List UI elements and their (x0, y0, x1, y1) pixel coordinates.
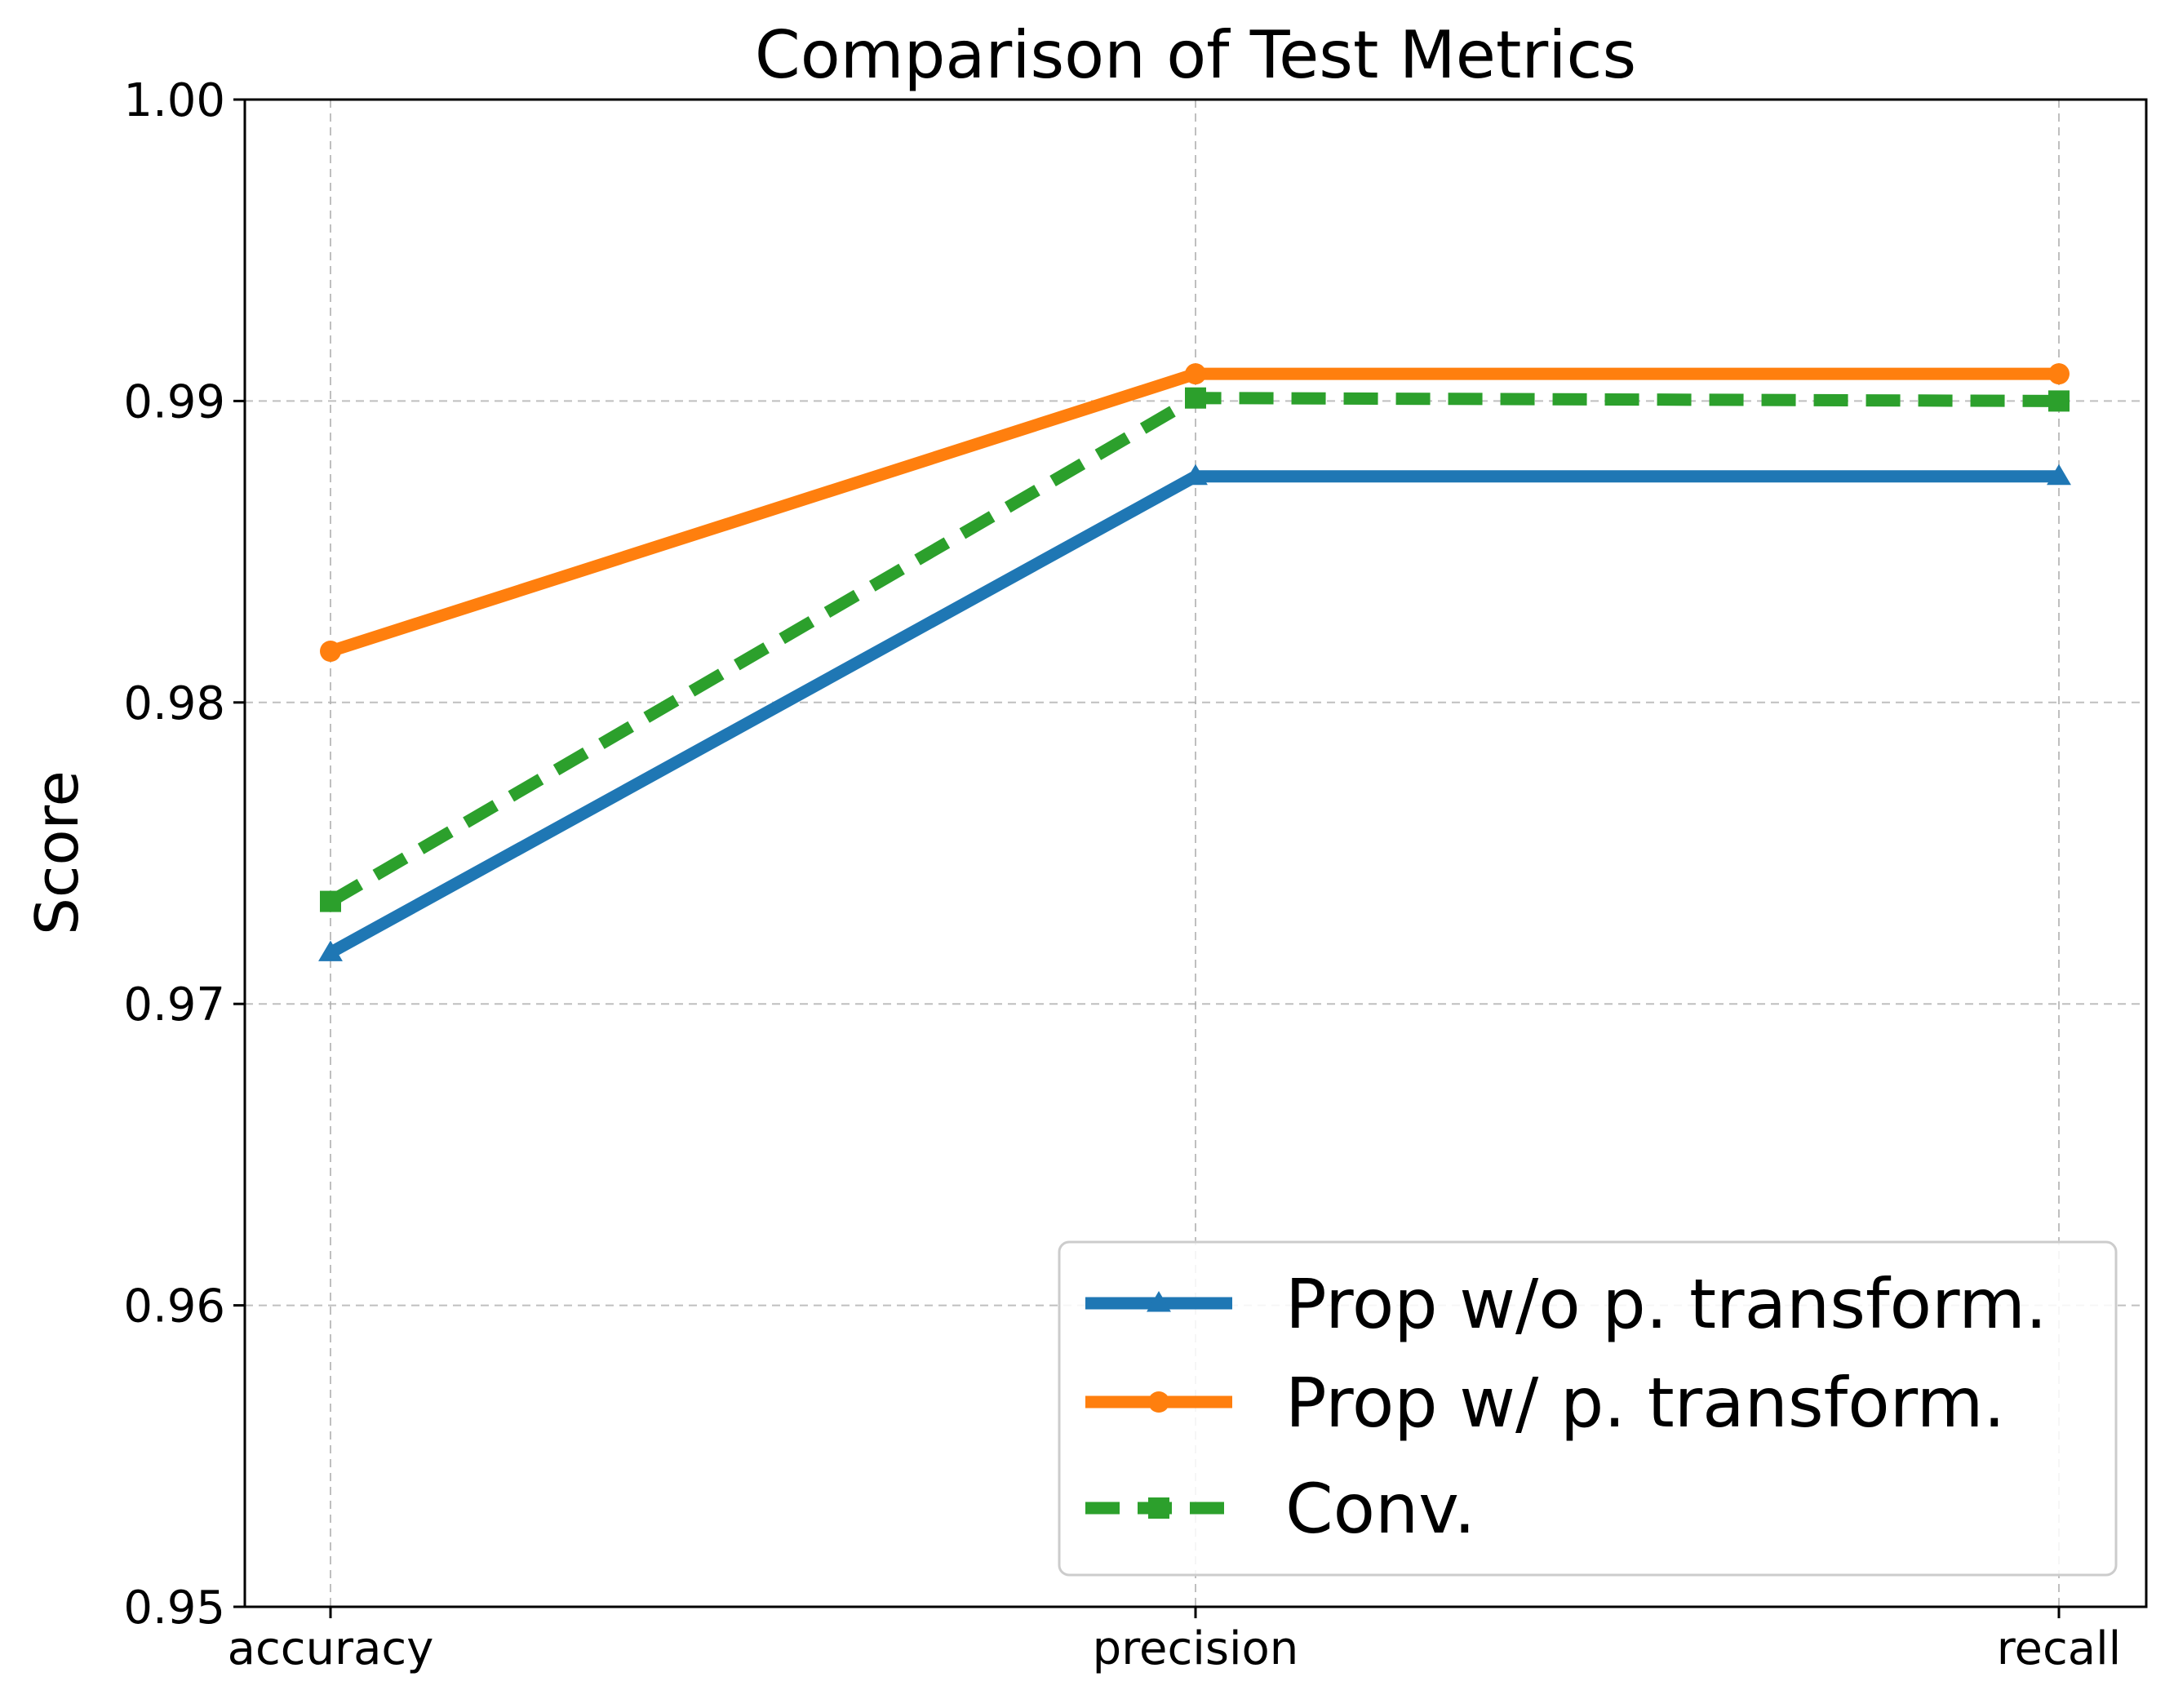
legend-box (1058, 1240, 2118, 1577)
y-tick-label: 1.00 (123, 74, 225, 127)
legend: Prop w/o p. transform. Prop w/ p. transfo… (1058, 1240, 2118, 1577)
legend-label: Conv. (1285, 1469, 1475, 1549)
y-tick-label: 0.98 (123, 677, 225, 730)
x-tick-label: accuracy (228, 1622, 434, 1675)
legend-marker (1148, 1391, 1169, 1413)
axis-layer: 0.95 0.96 0.97 0.98 0.99 1.00 accuracy precisio… (123, 74, 2121, 1675)
data-point (1183, 464, 1208, 486)
y-tick-label: 0.99 (123, 375, 225, 428)
data-point (1185, 387, 1206, 409)
x-tick-label: recall (1997, 1622, 2121, 1675)
series-prop-w-p-transform (320, 363, 2070, 663)
legend-label: Prop w/o p. transform. (1285, 1264, 2047, 1344)
series-conv (320, 387, 2070, 912)
data-point (2048, 390, 2070, 412)
y-tick-label: 0.95 (123, 1582, 225, 1635)
data-point (318, 940, 343, 961)
x-tick-label: precision (1093, 1622, 1299, 1675)
series-prop-w-o-p-transform (318, 464, 2071, 961)
y-tick-label: 0.97 (123, 978, 225, 1031)
y-tick-label: 0.96 (123, 1280, 225, 1333)
data-point (2047, 464, 2071, 486)
y-axis-label: Score (23, 770, 91, 935)
data-point (1185, 363, 1206, 385)
legend-marker (1147, 1291, 1171, 1312)
data-point (320, 641, 341, 663)
legend-marker (1148, 1497, 1169, 1519)
legend-label: Prop w/ p. transform. (1285, 1363, 2005, 1443)
chart-title: Comparison of Test Metrics (755, 17, 1636, 93)
series-layer (318, 363, 2071, 961)
data-point (2048, 363, 2070, 385)
data-point (320, 890, 341, 912)
